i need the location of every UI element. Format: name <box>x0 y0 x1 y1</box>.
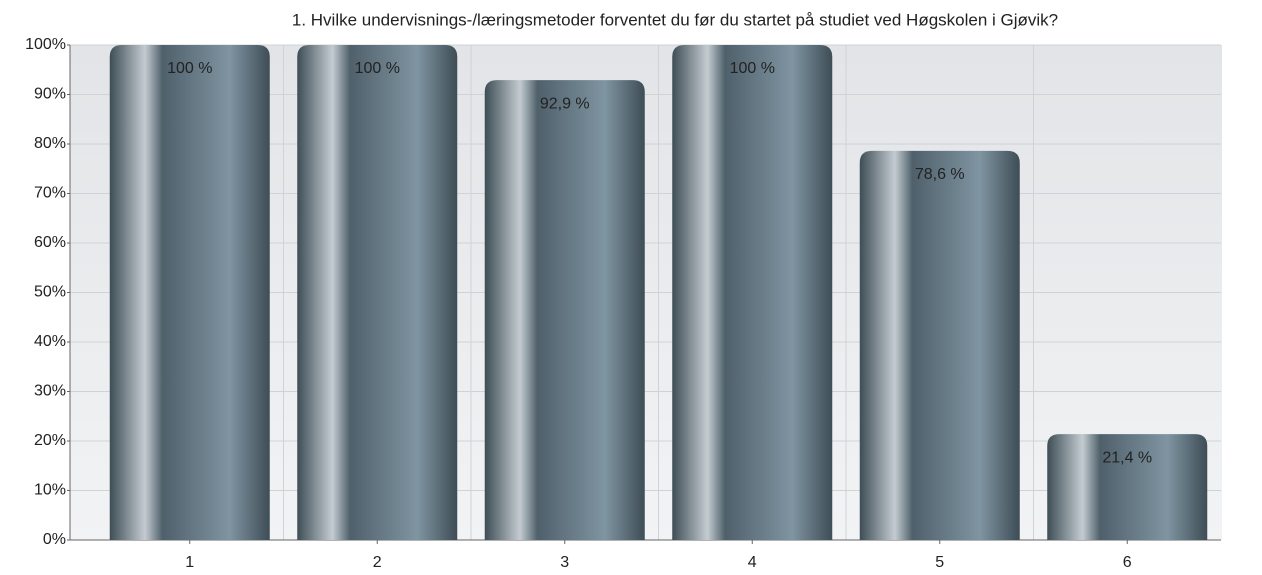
y-tick-label: 90% <box>34 86 66 103</box>
value-label: 100 % <box>355 60 400 77</box>
value-label: 100 % <box>167 60 212 77</box>
bar <box>859 150 1020 540</box>
bar <box>109 45 270 540</box>
y-tick-label: 0% <box>43 531 66 548</box>
x-tick-label: 2 <box>373 554 382 571</box>
y-tick-label: 10% <box>34 482 66 499</box>
y-tick-label: 100% <box>25 36 66 53</box>
chart-title: 1. Hvilke undervisnings-/læringsmetoder … <box>292 10 1058 29</box>
x-tick-label: 5 <box>935 554 944 571</box>
x-tick-label: 3 <box>560 554 569 571</box>
bar <box>484 80 645 541</box>
y-tick-label: 80% <box>34 135 66 152</box>
y-tick-label: 20% <box>34 432 66 449</box>
y-tick-label: 30% <box>34 383 66 400</box>
value-label: 78,6 % <box>915 166 965 183</box>
x-tick-label: 6 <box>1123 554 1132 571</box>
y-tick-label: 60% <box>34 234 66 251</box>
value-label: 100 % <box>730 60 775 77</box>
value-label: 92,9 % <box>540 95 590 112</box>
y-tick-label: 70% <box>34 185 66 202</box>
x-tick-label: 1 <box>185 554 194 571</box>
y-tick-label: 40% <box>34 333 66 350</box>
x-tick-label: 4 <box>748 554 757 571</box>
bar <box>1047 434 1208 540</box>
bar <box>672 45 833 540</box>
value-label: 21,4 % <box>1102 449 1152 466</box>
bar <box>297 45 458 540</box>
y-tick-label: 50% <box>34 284 66 301</box>
